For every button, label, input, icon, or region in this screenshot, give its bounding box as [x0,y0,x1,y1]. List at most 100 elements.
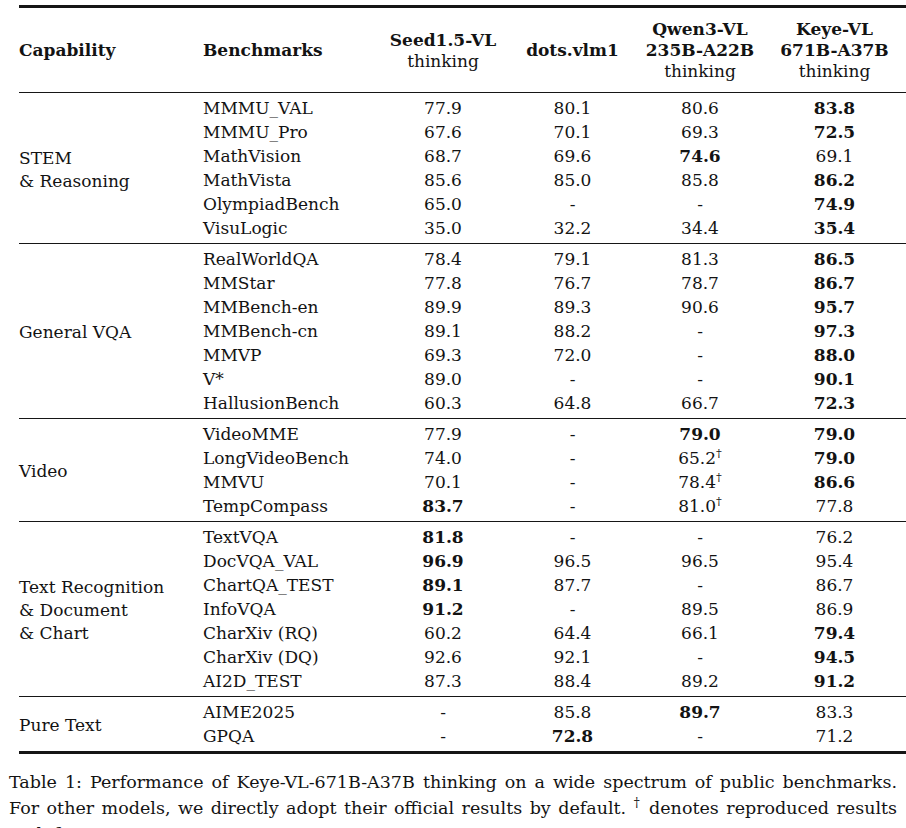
value-cell: 97.3 [763,319,906,343]
dagger-symbol: † [634,796,642,810]
benchmark-cell: MMStar [203,271,378,295]
capability-cell: STEM& Reasoning [19,93,203,244]
header-line: Seed1.5-VL [378,30,508,51]
value-cell: - [508,597,637,621]
benchmark-cell: VideoMME [203,419,378,447]
value-text: 60.3 [424,393,462,413]
value-text: 92.6 [424,647,462,667]
value-text: 79.4 [814,623,855,643]
value-text: 74.0 [424,448,462,468]
value-cell: 60.2 [378,621,508,645]
table-header: CapabilityBenchmarksSeed1.5-VLthinkingdo… [19,7,906,93]
value-cell: 77.9 [378,419,508,447]
benchmark-cell: MMMU_Pro [203,120,378,144]
value-cell: 74.0 [378,446,508,470]
value-text: 34.4 [681,218,719,238]
value-cell: 76.2 [763,522,906,550]
value-text: 79.0 [814,424,855,444]
dagger-mark: † [716,470,722,484]
value-text: 96.9 [422,551,463,571]
value-cell: 32.2 [508,216,637,244]
value-cell: - [637,367,763,391]
value-cell: 95.4 [763,549,906,573]
table-row: STEM& ReasoningMMMU_VAL77.980.180.683.8 [19,93,906,121]
capability-line: & Chart [19,622,203,645]
value-cell: 96.9 [378,549,508,573]
value-cell: 95.7 [763,295,906,319]
benchmark-cell: OlympiadBench [203,192,378,216]
value-cell: 83.3 [763,697,906,725]
value-text: 60.2 [424,623,462,643]
value-text: 32.2 [554,218,592,238]
value-text: 66.7 [681,393,719,413]
value-text: - [440,726,446,746]
header-line: 671B-A37B [763,40,906,61]
value-cell: 35.0 [378,216,508,244]
value-cell: 90.1 [763,367,906,391]
value-text: 69.3 [424,345,462,365]
value-cell: - [637,343,763,367]
value-text: 64.8 [554,393,592,413]
value-text: 88.2 [554,321,592,341]
value-cell: - [378,697,508,725]
value-cell: 81.0† [637,494,763,522]
value-cell: 94.5 [763,645,906,669]
header-line: Qwen3-VL [637,19,763,40]
header-line: Capability [19,40,203,61]
capability-cell: Video [19,419,203,522]
value-cell: 74.6 [637,144,763,168]
benchmark-cell: TempCompass [203,494,378,522]
header-line: dots.vlm1 [508,40,637,61]
value-cell: 87.7 [508,573,637,597]
capability-line: Text Recognition [19,576,203,599]
value-text: - [697,321,703,341]
value-text: 35.4 [814,218,855,238]
value-cell: 79.4 [763,621,906,645]
benchmark-cell: GPQA [203,724,378,753]
capability-cell: Text Recognition& Document& Chart [19,522,203,697]
col-header-capability: Capability [19,7,203,93]
value-cell: 60.3 [378,391,508,419]
value-text: 77.8 [424,273,462,293]
value-cell: 70.1 [508,120,637,144]
benchmark-cell: CharXiv (DQ) [203,645,378,669]
value-cell: 79.0 [637,419,763,447]
value-cell: 86.9 [763,597,906,621]
value-text: - [570,424,576,444]
value-text: - [697,527,703,547]
value-text: 85.0 [554,170,592,190]
table-head-row: CapabilityBenchmarksSeed1.5-VLthinkingdo… [19,7,906,93]
value-text: 95.7 [814,297,855,317]
benchmark-cell: RealWorldQA [203,244,378,272]
table-row: Text Recognition& Document& ChartTextVQA… [19,522,906,550]
value-text: 68.7 [424,146,462,166]
value-text: 86.7 [816,575,854,595]
value-cell: 89.1 [378,319,508,343]
value-cell: 89.7 [637,697,763,725]
value-text: 85.6 [424,170,462,190]
value-text: 95.4 [816,551,854,571]
col-header-dots-vlm1: dots.vlm1 [508,7,637,93]
value-cell: 85.8 [508,697,637,725]
value-text: 89.7 [679,702,720,722]
value-cell: 78.4† [637,470,763,494]
value-cell: 92.6 [378,645,508,669]
value-cell: 91.2 [378,597,508,621]
value-cell: 79.0 [763,446,906,470]
value-text: - [697,369,703,389]
value-cell: 83.8 [763,93,906,121]
value-cell: 90.6 [637,295,763,319]
value-cell: - [637,192,763,216]
value-text: 80.1 [554,98,592,118]
value-text: 90.1 [814,369,855,389]
value-text: 81.0 [678,496,716,516]
value-cell: - [637,573,763,597]
benchmark-cell: MMBench-en [203,295,378,319]
benchmark-cell: DocVQA_VAL [203,549,378,573]
value-text: 85.8 [554,702,592,722]
capability-line: & Reasoning [19,170,203,193]
value-text: - [697,647,703,667]
value-cell: 86.7 [763,271,906,295]
header-line: 235B-A22B [637,40,763,61]
capability-cell: General VQA [19,244,203,419]
